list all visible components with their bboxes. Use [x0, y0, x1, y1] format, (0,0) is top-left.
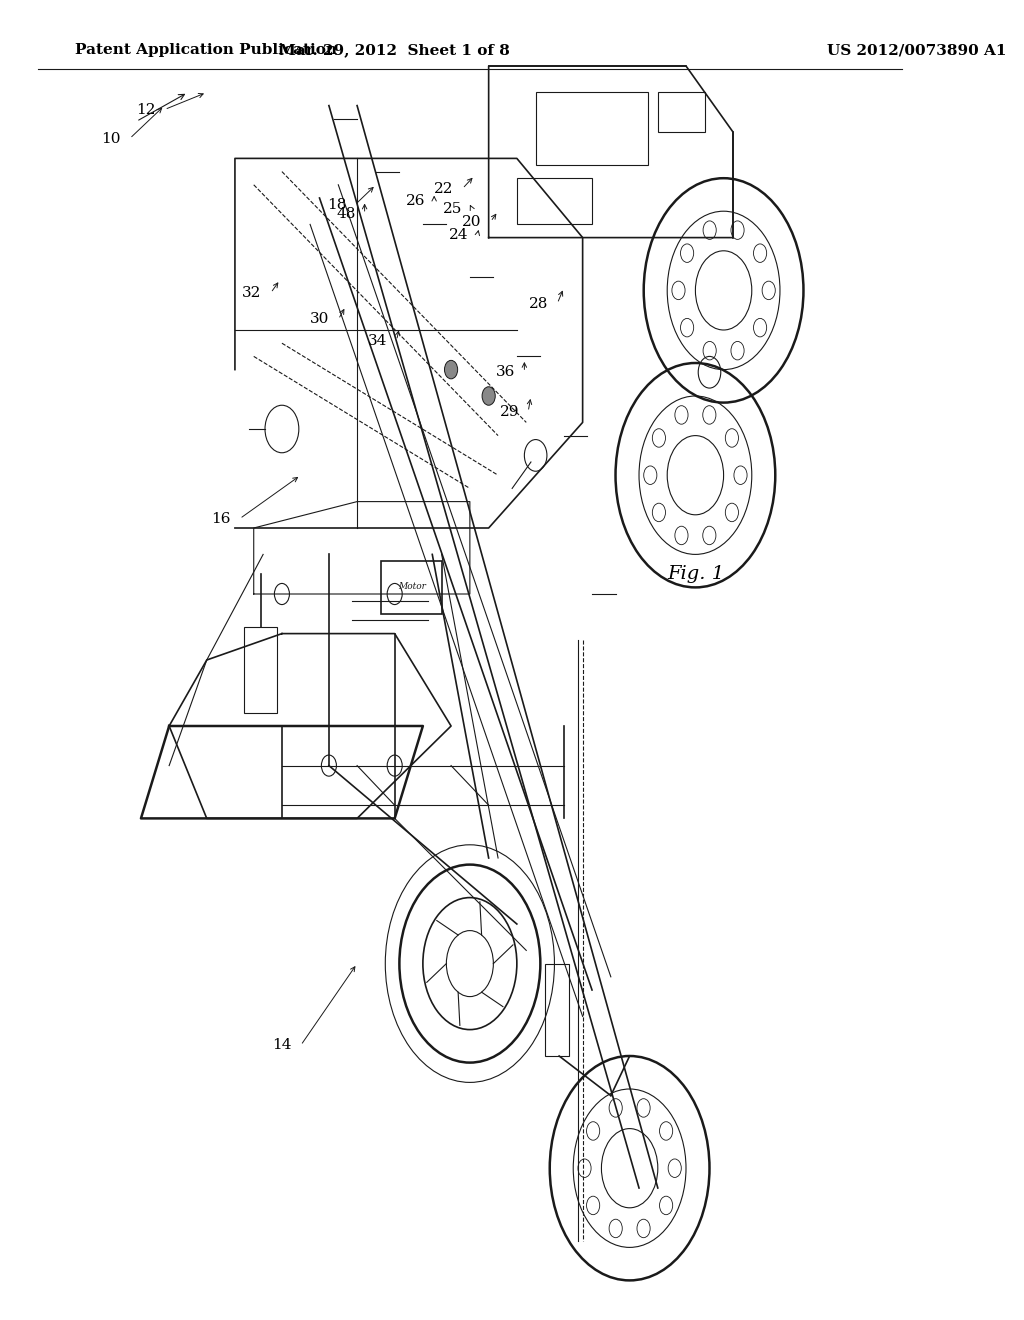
Circle shape — [322, 755, 337, 776]
Text: 26: 26 — [406, 194, 425, 207]
Circle shape — [387, 583, 402, 605]
Text: 12: 12 — [136, 103, 156, 116]
Text: Fig. 1: Fig. 1 — [667, 565, 724, 583]
Text: 18: 18 — [327, 198, 346, 211]
Text: 36: 36 — [496, 366, 515, 379]
Text: 25: 25 — [443, 202, 463, 215]
Text: 32: 32 — [242, 286, 261, 300]
Text: 24: 24 — [449, 228, 468, 242]
Text: 22: 22 — [434, 182, 454, 195]
Text: 28: 28 — [528, 297, 548, 310]
Text: 20: 20 — [462, 215, 481, 228]
Circle shape — [482, 387, 496, 405]
Text: 10: 10 — [101, 132, 121, 145]
Bar — [517, 178, 592, 224]
Text: US 2012/0073890 A1: US 2012/0073890 A1 — [827, 44, 1007, 57]
Bar — [536, 92, 648, 165]
Text: 16: 16 — [211, 512, 230, 525]
Text: Patent Application Publication: Patent Application Publication — [75, 44, 337, 57]
Circle shape — [387, 755, 402, 776]
Circle shape — [444, 360, 458, 379]
Text: 30: 30 — [310, 313, 329, 326]
Text: 48: 48 — [336, 207, 355, 220]
Bar — [657, 92, 705, 132]
Text: 29: 29 — [500, 405, 519, 418]
Circle shape — [274, 583, 290, 605]
Bar — [245, 627, 278, 713]
Text: Motor: Motor — [397, 582, 426, 590]
Text: 14: 14 — [272, 1039, 292, 1052]
Text: 34: 34 — [368, 334, 387, 347]
Bar — [545, 964, 568, 1056]
Text: Mar. 29, 2012  Sheet 1 of 8: Mar. 29, 2012 Sheet 1 of 8 — [280, 44, 510, 57]
Bar — [381, 561, 441, 614]
